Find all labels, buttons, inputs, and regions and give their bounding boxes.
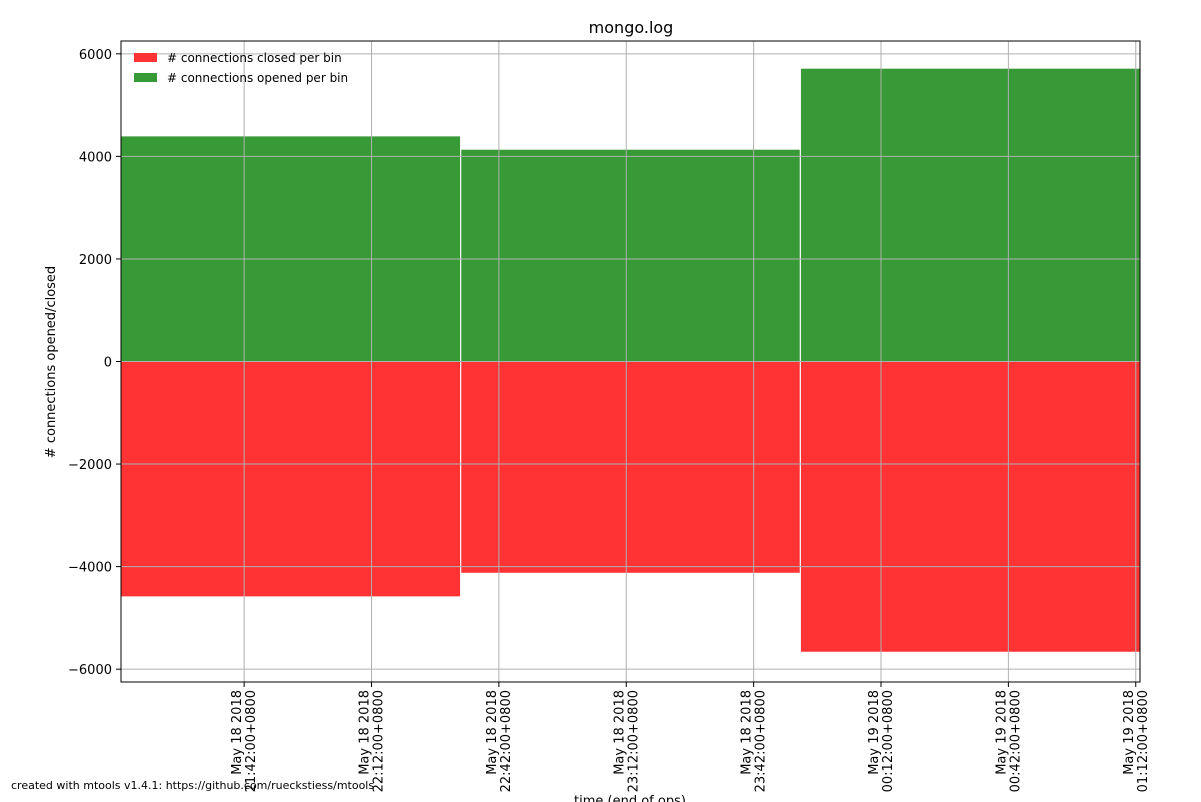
y-tick-label-2: 4000 xyxy=(79,150,112,165)
y-tick-label-5: −2000 xyxy=(68,458,112,473)
bar-closed-2 xyxy=(460,361,801,573)
y-tick-label-3: 2000 xyxy=(79,253,112,268)
bar-opened-1 xyxy=(121,136,461,362)
legend-swatch-opened xyxy=(134,73,157,82)
x-tick-label-date-3: May 18 2018 xyxy=(485,690,500,775)
x-tick-label-time-6: 00:12:00+0800 xyxy=(881,690,896,792)
x-tick-label-time-5: 23:42:00+0800 xyxy=(754,690,769,792)
y-tick-label-1: 6000 xyxy=(79,48,112,63)
grid-layer xyxy=(121,41,1140,682)
x-tick-label-time-4: 23:12:00+0800 xyxy=(626,690,641,792)
y-axis-label: # connections opened/closed xyxy=(44,266,59,458)
x-tick-label-time-2: 22:12:00+0800 xyxy=(372,690,387,792)
legend-label-closed: # connections closed per bin xyxy=(167,51,342,65)
legend: # connections closed per bin # connection… xyxy=(134,51,348,85)
y-tick-label-6: −4000 xyxy=(68,561,112,576)
x-tick-label-date-4: May 18 2018 xyxy=(612,690,627,775)
y-axis: 6000 4000 2000 0 −2000 −4000 −6000 xyxy=(68,48,121,678)
footer-credit: created with mtools v1.4.1: https://gith… xyxy=(11,779,375,792)
x-axis: May 18 2018 21:42:00+0800 May 18 2018 22:12… xyxy=(230,682,1151,792)
bar-closed-3 xyxy=(800,361,1140,652)
x-tick-label-date-6: May 19 2018 xyxy=(867,690,882,775)
x-tick-label-time-7: 00:42:00+0800 xyxy=(1008,690,1023,792)
x-tick-label-time-1: 21:42:00+0800 xyxy=(244,690,259,792)
bars-layer xyxy=(121,68,1140,652)
bar-opened-2 xyxy=(460,149,801,362)
legend-label-opened: # connections opened per bin xyxy=(167,71,348,85)
chart-title: mongo.log xyxy=(589,18,674,37)
x-axis-label: time (end of ops) xyxy=(574,794,686,802)
x-tick-label-date-2: May 18 2018 xyxy=(358,690,373,775)
x-tick-label-date-5: May 18 2018 xyxy=(740,690,755,775)
bar-closed-1 xyxy=(121,361,461,597)
x-tick-label-time-8: 01:12:00+0800 xyxy=(1136,690,1151,792)
x-tick-label-date-7: May 19 2018 xyxy=(994,690,1009,775)
y-tick-label-7: −6000 xyxy=(68,663,112,678)
y-tick-label-4: 0 xyxy=(104,356,112,371)
bar-opened-3 xyxy=(800,68,1140,362)
legend-swatch-closed xyxy=(134,53,157,62)
x-tick-label-date-1: May 18 2018 xyxy=(230,690,245,775)
x-tick-label-date-8: May 19 2018 xyxy=(1122,690,1137,775)
x-tick-label-time-3: 22:42:00+0800 xyxy=(499,690,514,792)
